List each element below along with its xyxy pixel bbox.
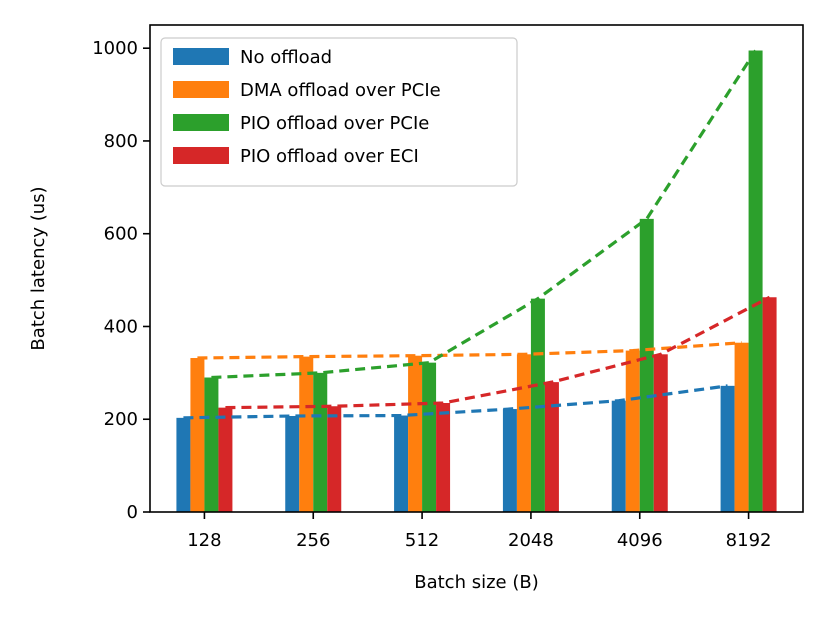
bar-dma-offload-over-pcie-256: [299, 356, 314, 512]
trend-line-no-offload: [183, 384, 728, 420]
legend-swatch: [173, 48, 229, 65]
trend-line-pio-offload-over-eci: [225, 295, 771, 410]
bar-pio-offload-over-pcie-128: [204, 377, 219, 512]
bar-pio-offload-over-pcie-4096: [639, 218, 654, 512]
trend-line-dma-offload-over-pcie: [197, 341, 742, 360]
bar-no-offload-256: [285, 415, 300, 512]
bar-dma-offload-over-pcie-2048: [516, 354, 531, 512]
legend-label: PIO offload over PCIe: [240, 113, 429, 134]
plot-frame: [149, 24, 804, 513]
bar-pio-offload-over-eci-4096: [653, 354, 668, 512]
trend-line-pio-offload-over-pcie: [211, 49, 757, 380]
bar-pio-offload-over-eci-512: [436, 403, 451, 512]
bar-pio-offload-over-eci-256: [327, 406, 342, 512]
bar-dma-offload-over-pcie-8192: [734, 342, 749, 512]
y-tick-label: 200: [104, 409, 138, 430]
y-tick-label: 600: [104, 224, 138, 245]
bar-dma-offload-over-pcie-512: [408, 355, 423, 512]
x-tick-label: 2048: [508, 530, 554, 551]
bar-no-offload-512: [394, 415, 409, 512]
bar-pio-offload-over-pcie-512: [422, 362, 437, 512]
legend-box: [160, 37, 518, 187]
x-tick-label: 4096: [617, 530, 663, 551]
legend-label: DMA offload over PCIe: [240, 80, 441, 101]
legend-swatch: [173, 81, 229, 98]
legend: No offload DMA offload over PCIe PIO offlo…: [160, 37, 518, 187]
bars-layer: [176, 50, 777, 512]
x-tick-label: 512: [405, 530, 439, 551]
bar-pio-offload-over-eci-8192: [762, 297, 777, 512]
y-tick-label: 400: [104, 316, 138, 337]
bar-no-offload-2048: [502, 409, 517, 512]
x-tick-label: 128: [187, 530, 221, 551]
legend-swatch: [173, 114, 229, 131]
y-axis-label: Batch latency (us): [28, 186, 49, 350]
y-tick-label: 0: [127, 502, 138, 523]
y-tick-label: 800: [104, 131, 138, 152]
bar-no-offload-8192: [720, 385, 735, 512]
legend-label: No offload: [240, 47, 332, 68]
bar-pio-offload-over-pcie-8192: [748, 50, 763, 512]
y-tick-label: 1000: [92, 38, 138, 59]
x-tick-label: 8192: [726, 530, 772, 551]
x-tick-label: 256: [296, 530, 330, 551]
bar-no-offload-4096: [611, 400, 626, 512]
bar-pio-offload-over-eci-2048: [544, 382, 559, 512]
bar-pio-offload-over-eci-128: [218, 407, 233, 512]
legend-label: PIO offload over ECI: [240, 146, 419, 167]
trend-lines-layer: [183, 49, 771, 420]
x-axis-label: Batch size (B): [414, 572, 538, 593]
axis-ticks-layer: 0 200 400 600 800 1000 128 256 512 2048 4096 8192: [92, 38, 771, 551]
bar-dma-offload-over-pcie-128: [190, 358, 205, 512]
bar-pio-offload-over-pcie-256: [313, 372, 328, 512]
bar-dma-offload-over-pcie-4096: [625, 350, 640, 512]
bar-no-offload-128: [176, 417, 191, 512]
legend-swatch: [173, 147, 229, 164]
